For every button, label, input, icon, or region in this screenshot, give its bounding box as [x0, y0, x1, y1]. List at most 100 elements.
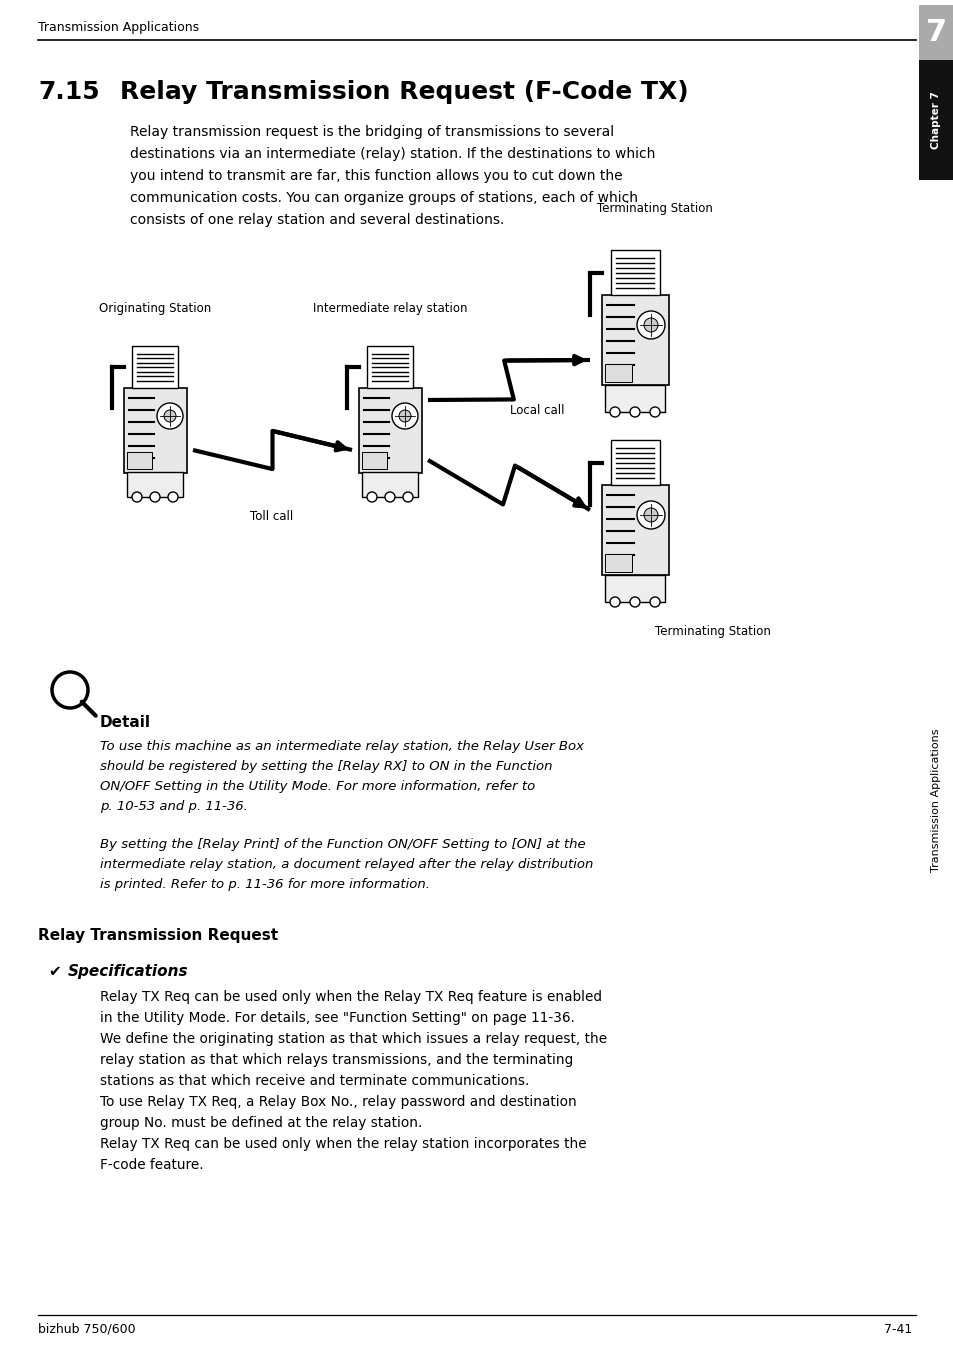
Text: is printed. Refer to p. 11-36 for more information.: is printed. Refer to p. 11-36 for more i…	[100, 877, 430, 891]
Bar	[375, 358, 413, 388]
Bar	[604, 364, 631, 383]
Bar	[127, 452, 152, 469]
Bar	[610, 439, 659, 485]
Text: ON/OFF Setting in the Utility Mode. For more information, refer to: ON/OFF Setting in the Utility Mode. For …	[100, 780, 535, 794]
Circle shape	[629, 407, 639, 416]
Bar	[132, 346, 178, 388]
Bar	[918, 59, 953, 180]
Circle shape	[52, 672, 88, 708]
Text: We define the originating station as that which issues a relay request, the: We define the originating station as tha…	[100, 1032, 606, 1046]
Bar	[601, 295, 668, 385]
Text: Chapter 7: Chapter 7	[930, 91, 941, 149]
Bar	[361, 472, 417, 498]
Text: you intend to transmit are far, this function allows you to cut down the: you intend to transmit are far, this fun…	[130, 169, 622, 183]
Bar	[615, 256, 659, 295]
Text: p. 10-53 and p. 11-36.: p. 10-53 and p. 11-36.	[100, 800, 248, 813]
Text: Relay Transmission Request: Relay Transmission Request	[38, 927, 278, 942]
Bar	[135, 350, 178, 388]
Bar	[614, 443, 659, 485]
Bar	[141, 358, 178, 388]
Text: communication costs. You can organize groups of stations, each of which: communication costs. You can organize gr…	[130, 191, 638, 206]
Bar	[370, 350, 413, 388]
Circle shape	[150, 492, 160, 502]
Circle shape	[392, 403, 417, 429]
Text: To use Relay TX Req, a Relay Box No., relay password and destination: To use Relay TX Req, a Relay Box No., re…	[100, 1095, 577, 1109]
Text: Terminating Station: Terminating Station	[655, 625, 770, 638]
Text: Relay Transmission Request (F-Code TX): Relay Transmission Request (F-Code TX)	[120, 80, 688, 104]
Bar	[618, 260, 659, 295]
Bar	[373, 354, 413, 388]
Bar	[612, 251, 659, 295]
Text: Relay transmission request is the bridging of transmissions to several: Relay transmission request is the bridgi…	[130, 124, 614, 139]
Bar	[133, 347, 178, 388]
Bar	[918, 5, 953, 59]
Circle shape	[643, 508, 658, 522]
Text: stations as that which receive and terminate communications.: stations as that which receive and termi…	[100, 1073, 529, 1088]
Bar	[617, 448, 659, 485]
Text: Local call: Local call	[510, 403, 564, 416]
Text: destinations via an intermediate (relay) station. If the destinations to which: destinations via an intermediate (relay)…	[130, 147, 655, 161]
Circle shape	[629, 598, 639, 607]
Text: 7-41: 7-41	[882, 1324, 911, 1336]
Text: Originating Station: Originating Station	[99, 301, 211, 315]
Circle shape	[643, 318, 658, 333]
Circle shape	[132, 492, 142, 502]
Circle shape	[367, 492, 376, 502]
Bar	[368, 347, 413, 388]
Circle shape	[157, 403, 183, 429]
Circle shape	[168, 492, 178, 502]
Text: To use this machine as an intermediate relay station, the Relay User Box: To use this machine as an intermediate r…	[100, 740, 583, 753]
Bar	[618, 450, 659, 485]
Text: relay station as that which relays transmissions, and the terminating: relay station as that which relays trans…	[100, 1053, 573, 1067]
Text: Intermediate relay station: Intermediate relay station	[313, 301, 467, 315]
Text: Specifications: Specifications	[68, 964, 189, 979]
Bar	[601, 485, 668, 575]
Text: Toll call: Toll call	[250, 510, 294, 523]
Bar	[124, 388, 187, 473]
Bar	[610, 250, 659, 295]
Text: consists of one relay station and several destinations.: consists of one relay station and severa…	[130, 214, 504, 227]
Text: Relay TX Req can be used only when the Relay TX Req feature is enabled: Relay TX Req can be used only when the R…	[100, 990, 601, 1005]
Text: F-code feature.: F-code feature.	[100, 1159, 203, 1172]
Circle shape	[385, 492, 395, 502]
Circle shape	[609, 598, 619, 607]
Text: group No. must be defined at the relay station.: group No. must be defined at the relay s…	[100, 1115, 422, 1130]
Bar	[127, 472, 183, 498]
Text: Detail: Detail	[100, 715, 151, 730]
Circle shape	[637, 502, 664, 529]
Bar	[136, 352, 178, 388]
Circle shape	[398, 410, 411, 422]
Bar	[604, 554, 631, 572]
Circle shape	[649, 598, 659, 607]
Text: 7.15: 7.15	[38, 80, 99, 104]
Bar	[361, 452, 387, 469]
Bar	[617, 258, 659, 295]
Text: Transmission Applications: Transmission Applications	[930, 729, 941, 872]
Bar	[138, 354, 178, 388]
Bar	[375, 356, 413, 388]
Text: Relay TX Req can be used only when the relay station incorporates the: Relay TX Req can be used only when the r…	[100, 1137, 586, 1151]
Circle shape	[164, 410, 175, 422]
Text: 7: 7	[925, 18, 946, 47]
Text: By setting the [Relay Print] of the Function ON/OFF Setting to [ON] at the: By setting the [Relay Print] of the Func…	[100, 838, 585, 850]
Text: should be registered by setting the [Relay RX] to ON in the Function: should be registered by setting the [Rel…	[100, 760, 552, 773]
Text: Transmission Applications: Transmission Applications	[38, 22, 199, 35]
Bar	[367, 346, 413, 388]
Circle shape	[402, 492, 413, 502]
Text: ✔: ✔	[48, 964, 61, 979]
Circle shape	[637, 311, 664, 339]
Bar	[619, 262, 659, 295]
Bar	[612, 442, 659, 485]
Bar	[615, 446, 659, 485]
Circle shape	[649, 407, 659, 416]
Bar	[139, 356, 178, 388]
Text: in the Utility Mode. For details, see "Function Setting" on page 11-36.: in the Utility Mode. For details, see "F…	[100, 1011, 575, 1025]
Bar	[614, 254, 659, 295]
Text: bizhub 750/600: bizhub 750/600	[38, 1324, 135, 1336]
Circle shape	[609, 407, 619, 416]
Text: Terminating Station: Terminating Station	[597, 201, 712, 215]
Bar	[371, 352, 413, 388]
Bar	[358, 388, 421, 473]
Bar	[604, 575, 664, 602]
Bar	[604, 385, 664, 412]
